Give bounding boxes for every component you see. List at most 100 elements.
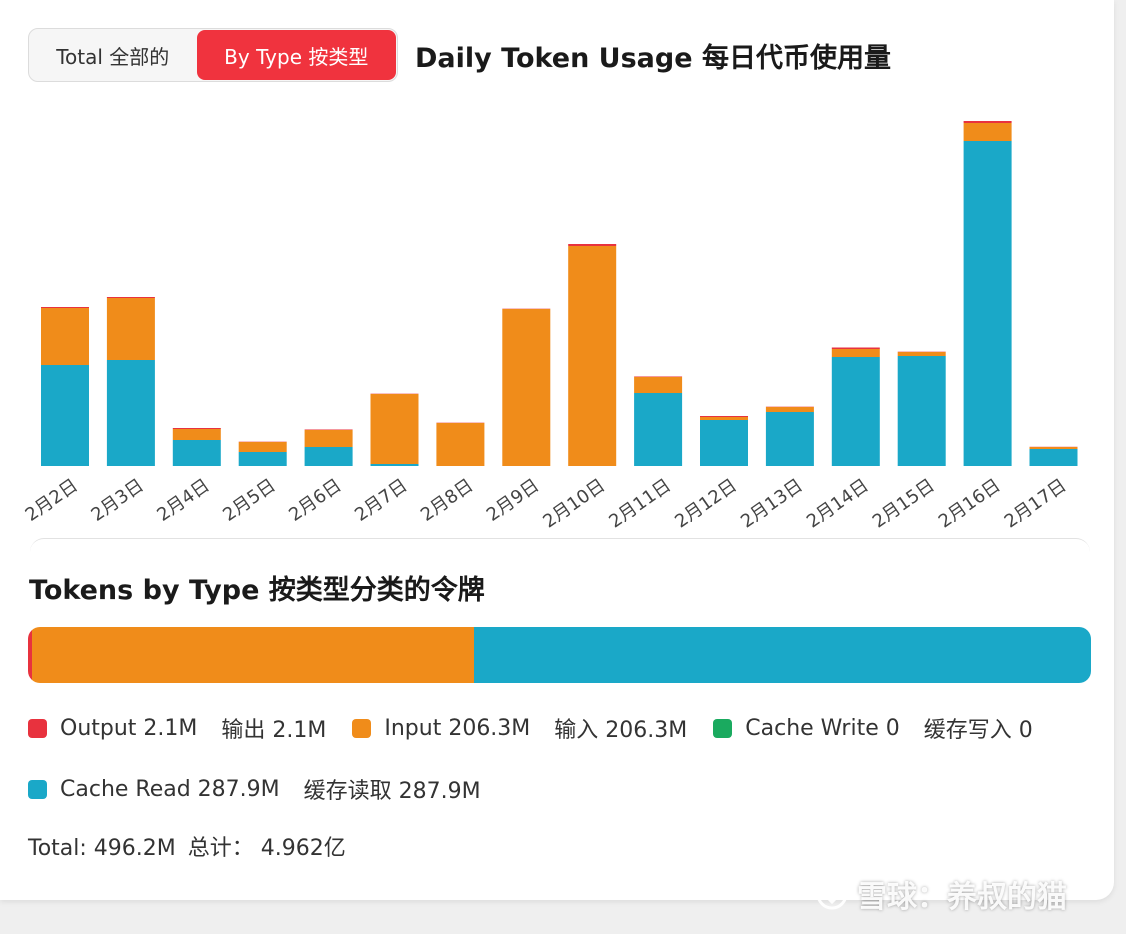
daily-usage-chart: 2月2日 2月3日 2月4日 2月5日 2月6日 2月7日 2月8日 2月9日2月10日2月1… [22, 121, 1078, 533]
legend-input: Input 206.3M 输入 206.3M [352, 712, 687, 744]
x-tick-label: 2月2日 [22, 475, 82, 526]
x-tick-label: 2月10日 [539, 475, 609, 533]
bar-group[interactable] [634, 376, 683, 467]
bar-cache-read[interactable] [41, 365, 89, 466]
bar-group[interactable] [370, 393, 419, 466]
legend-output-zh: 输出 2.1M [221, 718, 327, 743]
toggle-by-type-button[interactable]: By Type 按类型 [196, 30, 396, 80]
toggle-total-button[interactable]: Total 全部的 [56, 44, 170, 69]
type-breakdown-bar [28, 627, 1091, 683]
bar-group[interactable] [172, 428, 221, 466]
x-tick-label: 2月14日 [803, 475, 873, 533]
bar-group[interactable] [831, 347, 880, 467]
legend-input-zh: 输入 206.3M [554, 718, 688, 743]
bar-output[interactable] [963, 121, 1012, 123]
bar-output[interactable] [106, 297, 155, 298]
cache-write-swatch [713, 718, 733, 738]
bar-input[interactable] [1029, 447, 1078, 449]
bar-group[interactable] [106, 297, 155, 466]
bar-input[interactable] [502, 309, 551, 466]
total-en: Total: 496.2M [28, 836, 176, 861]
input-swatch [352, 718, 372, 738]
bar-group[interactable] [568, 244, 617, 466]
x-tick-label: 2月11日 [605, 475, 675, 533]
legend-row-1: Output 2.1M 输出 2.1M Input 206.3M 输入 206.… [28, 712, 1059, 744]
bar-group[interactable] [304, 429, 353, 467]
type-segment-input [32, 627, 475, 683]
bar-cache-read[interactable] [765, 412, 814, 466]
x-tick-label: 2月13日 [737, 475, 807, 533]
bar-input[interactable] [41, 308, 89, 365]
x-tick-label: 2月6日 [285, 475, 345, 526]
bar-output[interactable] [304, 429, 353, 431]
x-tick-label: 2月5日 [219, 475, 279, 526]
x-tick-label: 2月3日 [87, 475, 147, 526]
legend-input-en: Input 206.3M [384, 715, 531, 741]
bar-cache-read[interactable] [831, 357, 880, 466]
bar-input[interactable] [831, 349, 880, 357]
legend-cache-read-zh: 缓存读取 287.9M [303, 779, 481, 804]
bar-group[interactable] [700, 416, 748, 466]
section-divider [30, 538, 1090, 553]
bar-cache-read[interactable] [1029, 449, 1078, 466]
legend-cache-write-zh: 缓存写入 0 [923, 718, 1033, 743]
bar-cache-read[interactable] [106, 360, 155, 466]
watermark: 雪球：养叔的猫 [815, 872, 1067, 916]
bar-cache-read[interactable] [304, 447, 353, 466]
legend-cache-write: Cache Write 0 缓存写入 0 [713, 712, 1033, 744]
bar-output[interactable] [172, 428, 221, 429]
bar-input[interactable] [765, 407, 814, 412]
bar-group[interactable] [41, 307, 89, 466]
bar-input[interactable] [304, 430, 353, 447]
x-tick-label: 2月8日 [417, 475, 477, 526]
watermark-text: 雪球：养叔的猫 [857, 880, 1067, 915]
legend-cache-read: Cache Read 287.9M 缓存读取 287.9M [28, 773, 481, 805]
bar-cache-read[interactable] [700, 420, 748, 466]
bar-group[interactable] [1029, 446, 1078, 466]
bar-input[interactable] [106, 298, 155, 360]
view-toggle: Total 全部的 By Type 按类型 [28, 28, 398, 82]
x-tick-label: 2月15日 [869, 475, 939, 533]
bar-group[interactable] [963, 121, 1012, 466]
bar-output[interactable] [568, 244, 617, 246]
legend-row-2: Cache Read 287.9M 缓存读取 287.9M [28, 773, 507, 805]
bar-input[interactable] [370, 394, 419, 464]
chart-title: Daily Token Usage 每日代币使用量 [415, 43, 891, 74]
type-segment-output [28, 627, 33, 683]
type-segment-cache-read [474, 627, 1091, 683]
cache-read-swatch [28, 779, 47, 799]
bar-input[interactable] [700, 417, 748, 420]
total-summary: Total: 496.2M 总计： 4.962亿 [28, 830, 346, 862]
x-tick-label: 2月4日 [153, 475, 213, 526]
bar-input[interactable] [568, 246, 617, 466]
bar-group[interactable] [765, 406, 814, 466]
bar-input[interactable] [172, 429, 221, 440]
bar-input[interactable] [897, 352, 946, 356]
bar-input[interactable] [238, 442, 287, 452]
x-tick-label: 2月16日 [935, 475, 1005, 533]
bar-group[interactable] [436, 422, 485, 466]
legend-cache-read-en: Cache Read 287.9M [60, 776, 280, 802]
bar-output[interactable] [831, 347, 880, 350]
bar-cache-read[interactable] [634, 393, 683, 466]
bar-cache-read[interactable] [370, 464, 419, 466]
bar-cache-read[interactable] [897, 356, 946, 466]
output-swatch [28, 718, 47, 738]
legend-output-en: Output 2.1M [60, 715, 198, 741]
bar-group[interactable] [897, 351, 946, 466]
bar-output[interactable] [634, 376, 683, 378]
bar-group[interactable] [238, 441, 287, 466]
bar-input[interactable] [963, 123, 1012, 141]
bar-output[interactable] [41, 307, 89, 308]
bar-cache-read[interactable] [172, 440, 221, 466]
bar-cache-read[interactable] [963, 141, 1012, 466]
total-zh: 总计： 4.962亿 [187, 836, 346, 861]
bar-input[interactable] [436, 423, 485, 466]
x-tick-label: 2月7日 [351, 475, 411, 526]
bar-group[interactable] [502, 308, 551, 466]
bar-input[interactable] [634, 377, 683, 393]
x-tick-label: 2月12日 [671, 475, 741, 533]
bar-output[interactable] [700, 416, 748, 417]
bar-cache-read[interactable] [238, 452, 287, 466]
token-usage-card: Total 全部的 By Type 按类型 Daily Token Usage … [0, 0, 1114, 900]
